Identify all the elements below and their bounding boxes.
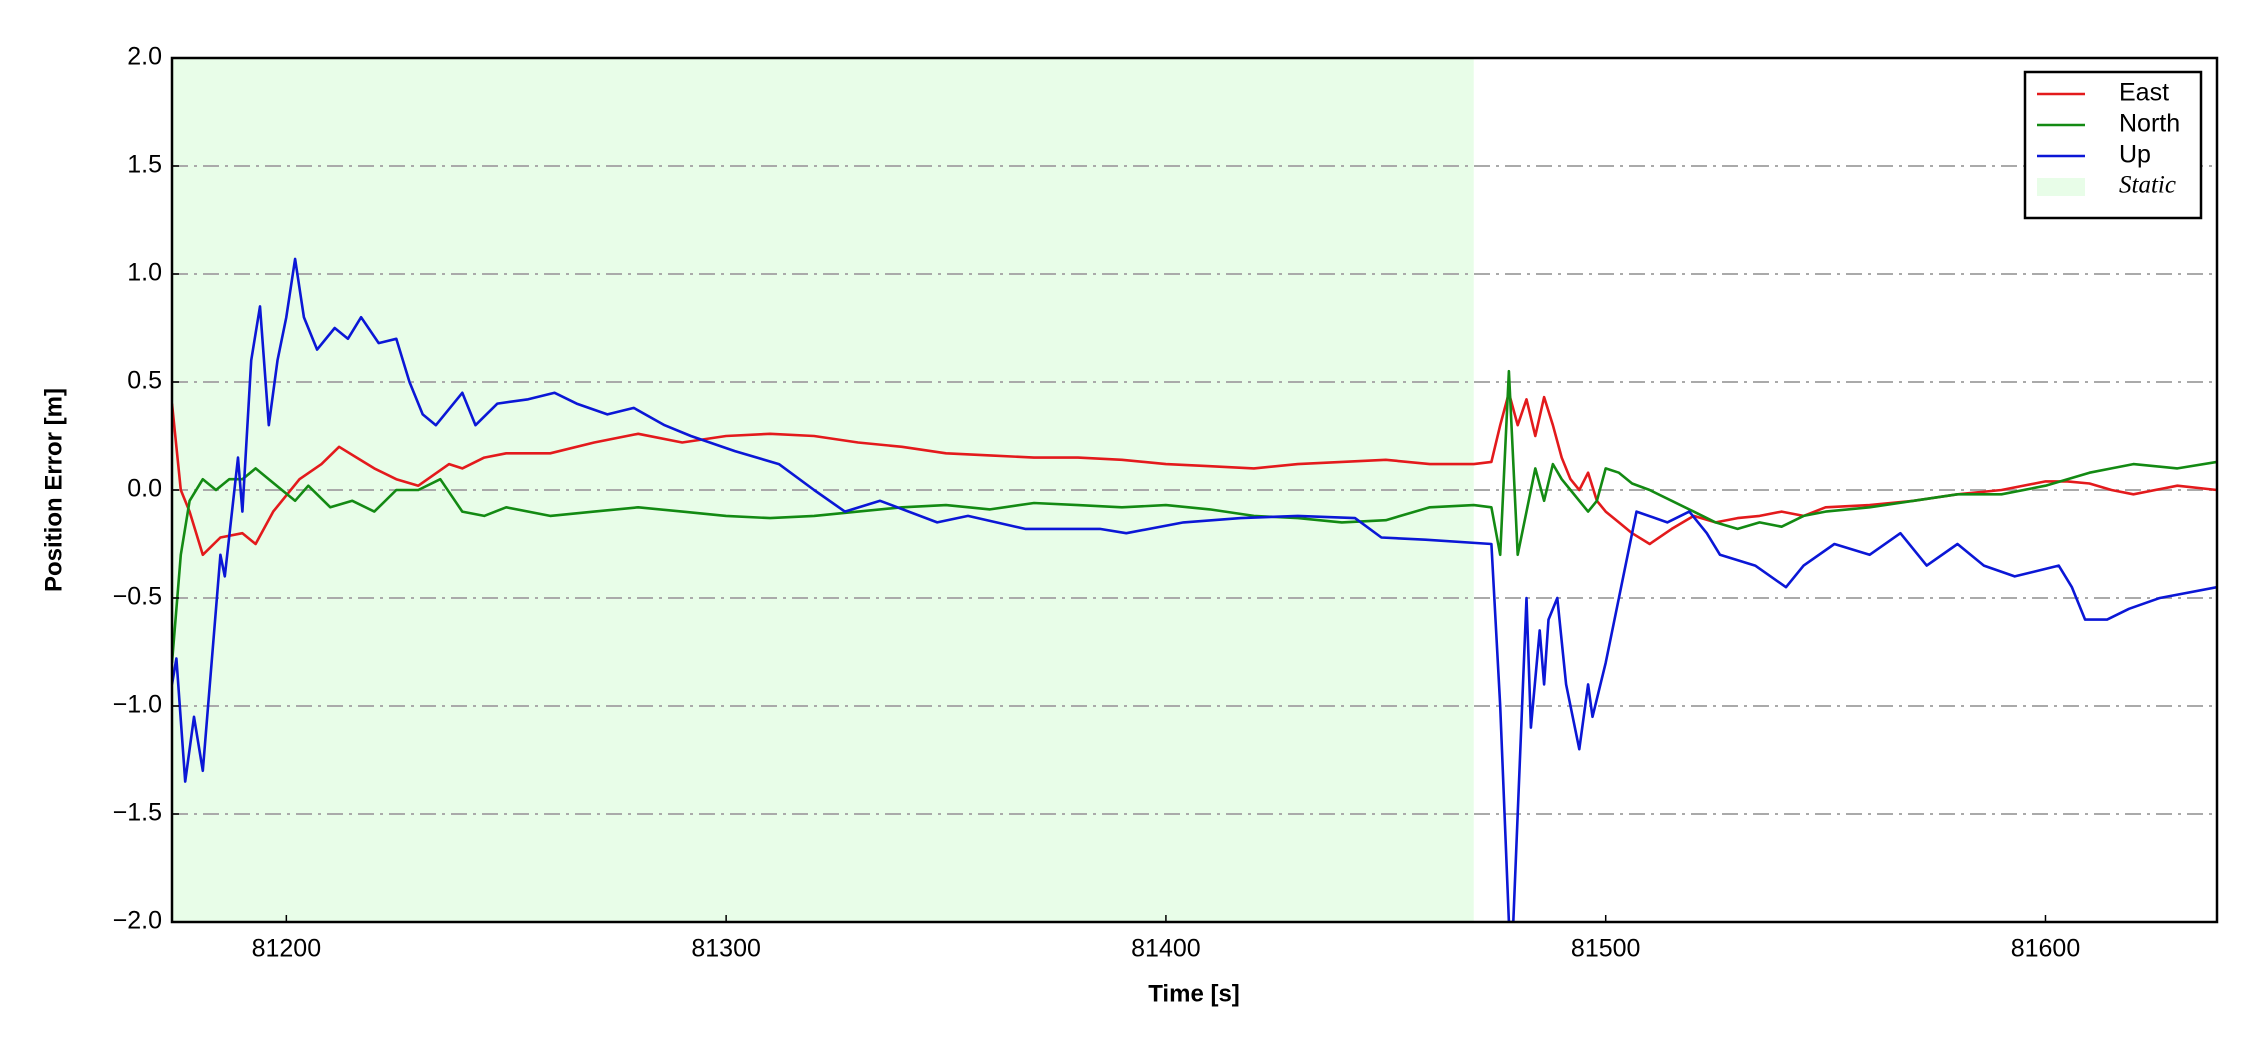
plot-frame [170,56,2219,924]
y-tick-label: −1.5 [113,799,162,827]
legend-label: Up [2119,141,2151,169]
x-axis-label: Time [s] [1148,980,1240,1007]
y-axis-label: Position Error [m] [40,388,67,592]
static-region [172,58,1474,922]
y-tick-label: 1.5 [127,151,162,179]
y-tick-label: 0.0 [127,475,162,503]
legend: East North Up Static [2023,70,2203,220]
plot-area [172,257,2217,922]
y-tick-label: −1.0 [113,691,162,719]
legend-swatch [2037,178,2085,196]
series-line [172,391,2217,557]
x-tick-label: 81400 [1131,935,1201,963]
y-tick-label: 2.0 [127,43,162,71]
series-line [172,369,2217,663]
x-tick-label: 81300 [691,935,761,963]
series-line [172,257,2217,922]
axes: −2.0 −1.5 −1.0 −0.5 0.0 0.5 1.0 1.5 2.0 81200 8130… [113,43,2219,963]
legend-label: East [2119,79,2169,107]
x-tick-label: 81500 [1571,935,1641,963]
y-tick-label: 0.5 [127,367,162,395]
y-tick-label: −0.5 [113,583,162,611]
legend-label: Static [2119,172,2176,199]
y-tick-label: −2.0 [113,907,162,935]
background-layer [172,57,2217,923]
x-tick-label: 81600 [2011,935,2081,963]
y-tick-label: 1.0 [127,259,162,287]
x-tick-label: 81200 [252,935,322,963]
legend-label: North [2119,110,2180,138]
